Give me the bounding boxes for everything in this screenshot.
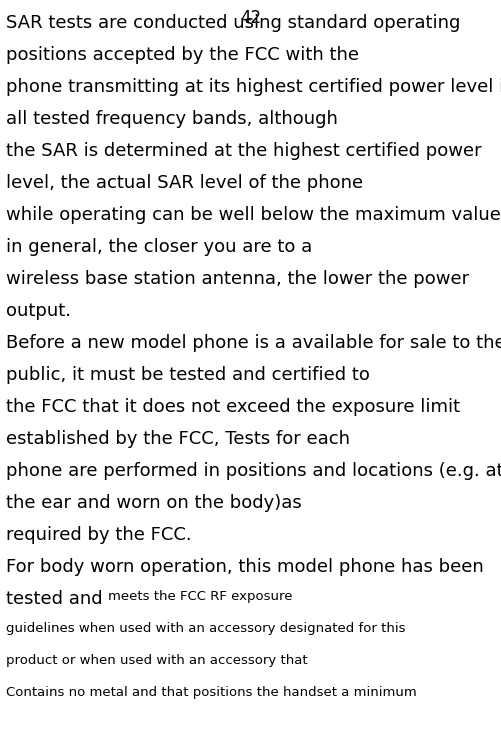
Text: guidelines when used with an accessory designated for this: guidelines when used with an accessory d… (6, 622, 405, 635)
Text: product or when used with an accessory that: product or when used with an accessory t… (6, 654, 307, 667)
Text: wireless base station antenna, the lower the power: wireless base station antenna, the lower… (6, 270, 468, 288)
Text: required by the FCC.: required by the FCC. (6, 526, 191, 544)
Text: meets the FCC RF exposure: meets the FCC RF exposure (108, 590, 292, 603)
Text: the SAR is determined at the highest certified power: the SAR is determined at the highest cer… (6, 142, 480, 160)
Text: positions accepted by the FCC with the: positions accepted by the FCC with the (6, 46, 358, 64)
Text: Contains no metal and that positions the handset a minimum: Contains no metal and that positions the… (6, 686, 416, 699)
Text: while operating can be well below the maximum value,: while operating can be well below the ma… (6, 206, 501, 224)
Text: the FCC that it does not exceed the exposure limit: the FCC that it does not exceed the expo… (6, 398, 459, 416)
Text: established by the FCC, Tests for each: established by the FCC, Tests for each (6, 430, 349, 448)
Text: SAR tests are conducted using standard operating: SAR tests are conducted using standard o… (6, 14, 459, 32)
Text: level, the actual SAR level of the phone: level, the actual SAR level of the phone (6, 174, 362, 192)
Text: 42: 42 (240, 9, 261, 27)
Text: tested and: tested and (6, 590, 108, 608)
Text: in general, the closer you are to a: in general, the closer you are to a (6, 238, 312, 256)
Text: all tested frequency bands, although: all tested frequency bands, although (6, 110, 337, 128)
Text: phone are performed in positions and locations (e.g. at: phone are performed in positions and loc… (6, 462, 501, 480)
Text: phone transmitting at its highest certified power level in: phone transmitting at its highest certif… (6, 78, 501, 96)
Text: public, it must be tested and certified to: public, it must be tested and certified … (6, 366, 369, 384)
Text: the ear and worn on the body)as: the ear and worn on the body)as (6, 494, 301, 512)
Text: For body worn operation, this model phone has been: For body worn operation, this model phon… (6, 558, 483, 576)
Text: Before a new model phone is a available for sale to the: Before a new model phone is a available … (6, 334, 501, 352)
Text: output.: output. (6, 302, 71, 320)
